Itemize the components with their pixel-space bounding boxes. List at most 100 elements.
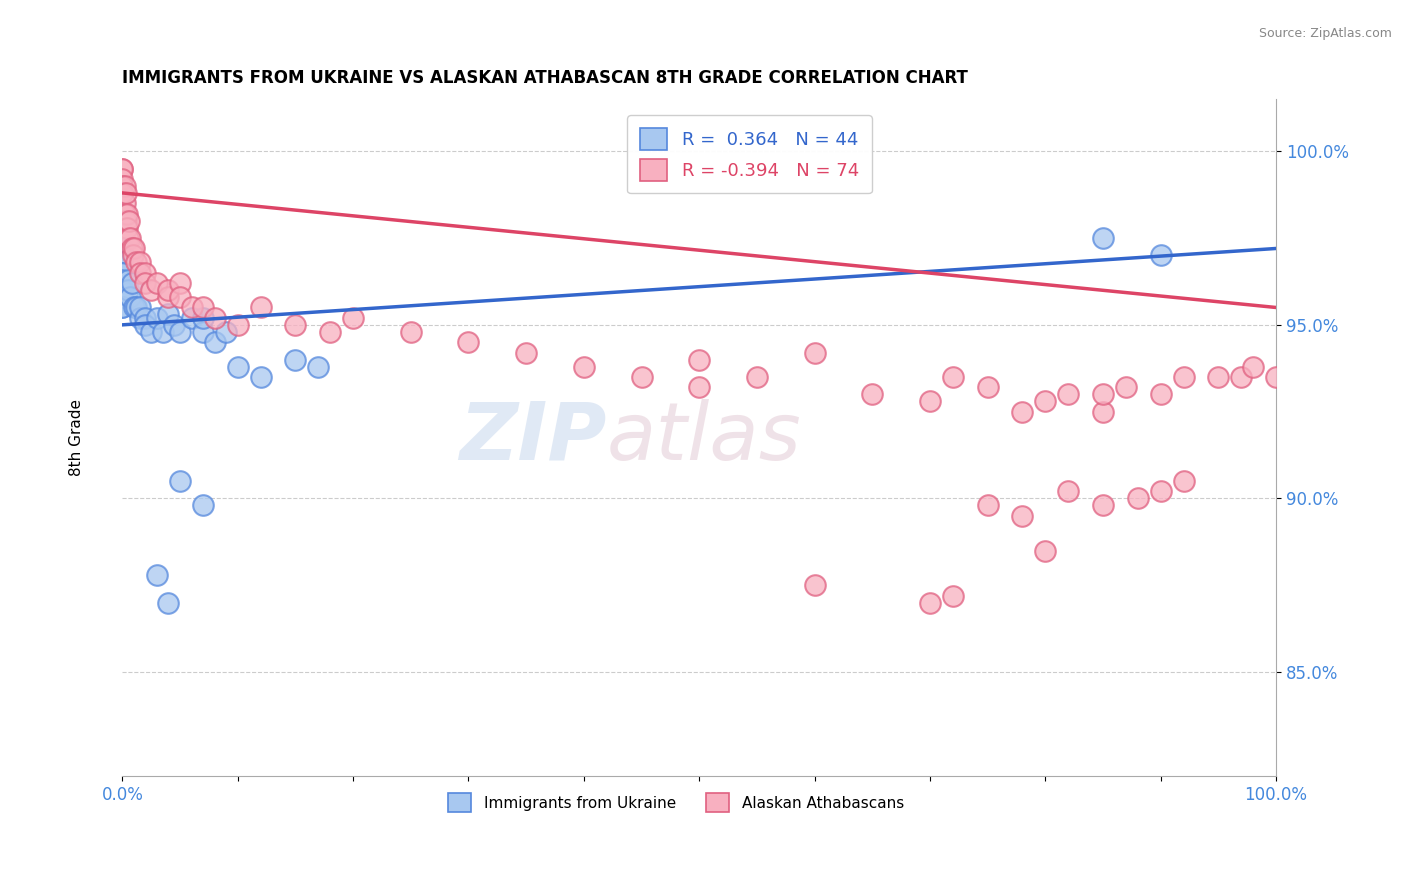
Point: [117, 231, 139, 245]
Point: [1230, 370, 1253, 384]
Point: [215, 325, 238, 339]
Point: [111, 186, 134, 200]
Point: [111, 290, 134, 304]
Point: [1126, 491, 1149, 506]
Point: [128, 266, 150, 280]
Point: [745, 370, 768, 384]
Point: [157, 596, 180, 610]
Point: [157, 283, 180, 297]
Point: [976, 380, 998, 394]
Point: [117, 283, 139, 297]
Point: [1011, 404, 1033, 418]
Point: [134, 310, 156, 325]
Point: [1092, 499, 1115, 513]
Point: [803, 345, 825, 359]
Point: [860, 387, 883, 401]
Point: [942, 370, 965, 384]
Point: [125, 255, 148, 269]
Point: [128, 310, 150, 325]
Point: [111, 242, 134, 256]
Point: [399, 325, 422, 339]
Point: [111, 283, 134, 297]
Point: [191, 325, 214, 339]
Point: [117, 273, 139, 287]
Point: [134, 318, 156, 332]
Text: ZIP: ZIP: [460, 399, 607, 476]
Point: [1011, 508, 1033, 523]
Point: [226, 359, 249, 374]
Legend: Immigrants from Ukraine, Alaskan Athabascans: Immigrants from Ukraine, Alaskan Athabas…: [437, 782, 914, 822]
Point: [111, 161, 134, 176]
Point: [1092, 387, 1115, 401]
Point: [1057, 387, 1080, 401]
Point: [111, 255, 134, 269]
Point: [125, 301, 148, 315]
Point: [111, 172, 134, 186]
Text: IMMIGRANTS FROM UKRAINE VS ALASKAN ATHABASCAN 8TH GRADE CORRELATION CHART: IMMIGRANTS FROM UKRAINE VS ALASKAN ATHAB…: [122, 69, 969, 87]
Point: [284, 318, 307, 332]
Point: [146, 567, 169, 582]
Point: [191, 310, 214, 325]
Point: [1092, 231, 1115, 245]
Point: [114, 207, 136, 221]
Point: [169, 276, 191, 290]
Point: [111, 301, 134, 315]
Point: [111, 248, 134, 262]
Point: [1033, 543, 1056, 558]
Point: [457, 335, 479, 350]
Point: [146, 276, 169, 290]
Point: [169, 325, 191, 339]
Point: [114, 196, 136, 211]
Point: [163, 318, 186, 332]
Point: [134, 266, 156, 280]
Point: [157, 308, 180, 322]
Text: atlas: atlas: [607, 399, 801, 476]
Point: [918, 394, 941, 409]
Text: Source: ZipAtlas.com: Source: ZipAtlas.com: [1258, 27, 1392, 40]
Point: [1092, 404, 1115, 418]
Point: [111, 266, 134, 280]
Point: [115, 220, 138, 235]
Point: [146, 310, 169, 325]
Point: [942, 589, 965, 603]
Text: 8th Grade: 8th Grade: [69, 400, 84, 476]
Point: [111, 255, 134, 269]
Point: [1057, 484, 1080, 499]
Point: [122, 242, 145, 256]
Point: [1115, 380, 1137, 394]
Point: [152, 325, 174, 339]
Point: [120, 290, 142, 304]
Point: [976, 499, 998, 513]
Point: [121, 248, 143, 262]
Point: [1208, 370, 1230, 384]
Point: [284, 352, 307, 367]
Point: [128, 301, 150, 315]
Point: [157, 290, 180, 304]
Point: [918, 596, 941, 610]
Point: [226, 318, 249, 332]
Point: [114, 213, 136, 227]
Point: [308, 359, 330, 374]
Point: [111, 301, 134, 315]
Point: [572, 359, 595, 374]
Point: [111, 186, 134, 200]
Point: [249, 301, 271, 315]
Point: [515, 345, 537, 359]
Point: [169, 290, 191, 304]
Point: [1265, 370, 1288, 384]
Point: [249, 370, 271, 384]
Point: [1173, 370, 1195, 384]
Point: [1150, 248, 1173, 262]
Point: [141, 325, 163, 339]
Point: [191, 499, 214, 513]
Point: [111, 178, 134, 193]
Point: [319, 325, 342, 339]
Point: [1173, 474, 1195, 488]
Point: [134, 276, 156, 290]
Point: [342, 310, 364, 325]
Point: [803, 578, 825, 592]
Point: [128, 255, 150, 269]
Point: [122, 301, 145, 315]
Point: [688, 380, 710, 394]
Point: [121, 242, 143, 256]
